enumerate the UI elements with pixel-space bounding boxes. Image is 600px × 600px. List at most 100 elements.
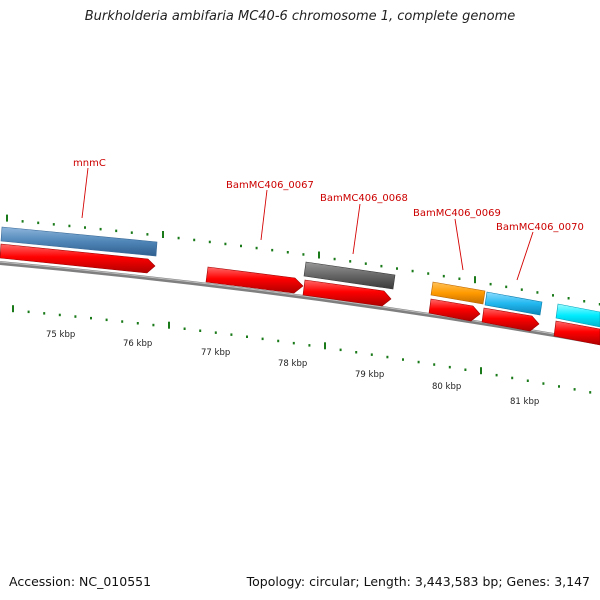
inner-ring-minor-tick <box>417 360 420 364</box>
outer-ring-minor-tick <box>458 277 461 280</box>
cds-arrow-0068 <box>302 279 392 307</box>
outer-feature-track <box>0 226 600 328</box>
outer-ring-major-tick <box>474 276 476 284</box>
inner-ring-major-tick <box>168 321 170 329</box>
callout-line-0070 <box>516 231 534 281</box>
feature-mnmC-region <box>0 226 158 257</box>
inner-ring-minor-tick <box>402 358 404 361</box>
inner-ring-minor-tick <box>526 379 529 382</box>
gene-callouts: mnmC BamMC406_0067 BamMC406_0068 BamMC40… <box>73 158 584 281</box>
inner-ring-minor-tick <box>448 365 451 369</box>
inner-ring-minor-tick <box>230 333 233 336</box>
callout-line-0069 <box>454 218 464 271</box>
outer-ring-minor-tick <box>130 231 133 234</box>
inner-ring-minor-tick <box>511 376 514 380</box>
outer-ring-major-tick <box>318 251 320 259</box>
outer-scale-ring <box>6 214 600 306</box>
map-title: Burkholderia ambifaria MC40-6 chromosome… <box>84 9 516 24</box>
cds-arrow-0069 <box>428 298 481 322</box>
inner-ring-minor-tick <box>495 373 498 377</box>
outer-ring-minor-tick <box>146 233 149 236</box>
outer-ring-minor-tick <box>240 244 242 248</box>
inner-ring-minor-tick <box>573 388 576 391</box>
inner-ring-minor-tick <box>90 316 92 320</box>
outer-ring-minor-tick <box>271 248 274 252</box>
outer-ring-minor-tick <box>333 257 336 261</box>
inner-ring-minor-tick <box>277 339 280 343</box>
outer-ring-major-tick <box>6 214 8 222</box>
outer-ring-minor-tick <box>255 246 258 250</box>
outer-ring-minor-tick <box>411 269 414 273</box>
scale-label-78: 78 kbp <box>278 359 307 369</box>
outer-ring-minor-tick <box>442 274 445 278</box>
inner-ring-major-tick <box>12 305 14 313</box>
inner-ring-minor-tick <box>370 353 373 356</box>
inner-ring-minor-tick <box>292 341 295 345</box>
outer-ring-minor-tick <box>396 267 398 270</box>
inner-ring-minor-tick <box>433 363 436 366</box>
inner-scale-ring <box>12 305 592 394</box>
inner-ring-minor-tick <box>136 322 139 325</box>
inner-ring-minor-tick <box>183 327 186 330</box>
outer-ring-minor-tick <box>567 297 570 300</box>
cds-arrow-0070 <box>481 307 540 332</box>
inner-ring-minor-tick <box>121 320 124 323</box>
scale-label-75: 75 kbp <box>46 330 75 340</box>
inner-ring-minor-tick <box>386 355 389 359</box>
cds-arrow-0067 <box>205 266 304 294</box>
cds-arrow-mnmC <box>0 243 156 274</box>
outer-ring-minor-tick <box>115 229 118 233</box>
inner-ring-minor-tick <box>199 329 202 332</box>
inner-ring-minor-tick <box>246 335 248 338</box>
scale-labels: 75 kbp 76 kbp 77 kbp 78 kbp 79 kbp 80 kb… <box>46 330 539 407</box>
outer-ring-major-tick <box>162 231 164 238</box>
inner-ring-minor-tick <box>43 312 46 315</box>
inner-ring-minor-tick <box>558 385 560 388</box>
outer-ring-minor-tick <box>99 227 102 231</box>
outer-ring-minor-tick <box>224 242 227 246</box>
feature-0068-region <box>303 261 396 290</box>
inner-ring-minor-tick <box>152 323 155 327</box>
inner-ring-minor-tick <box>27 310 30 314</box>
feature-next-region <box>555 303 600 328</box>
outer-ring-minor-tick <box>68 224 71 228</box>
feature-0069-region <box>430 281 486 305</box>
genome-summary-text: Topology: circular; Length: 3,443,583 bp… <box>246 574 590 589</box>
outer-ring-minor-tick <box>302 253 305 256</box>
gene-label-0067: BamMC406_0067 <box>226 180 314 191</box>
inner-ring-minor-tick <box>589 391 592 394</box>
inner-ring-minor-tick <box>74 315 77 318</box>
outer-ring-minor-tick <box>21 220 24 223</box>
inner-ring-minor-tick <box>339 348 342 352</box>
outer-ring-minor-tick <box>380 264 383 268</box>
outer-ring-minor-tick <box>536 291 539 294</box>
callout-line-0067 <box>260 189 268 241</box>
cds-arrow-next <box>553 320 600 346</box>
outer-ring-minor-tick <box>84 226 86 229</box>
outer-ring-minor-tick <box>489 282 492 286</box>
scale-label-81: 81 kbp <box>510 397 539 407</box>
outer-ring-minor-tick <box>505 285 508 289</box>
outer-ring-minor-tick <box>552 294 554 297</box>
inner-ring-minor-tick <box>464 368 467 371</box>
outer-ring-minor-tick <box>193 238 196 242</box>
outer-ring-minor-tick <box>52 223 55 226</box>
outer-ring-minor-tick <box>427 272 430 275</box>
inner-ring-minor-tick <box>355 351 358 354</box>
inner-ring-major-tick <box>324 342 326 350</box>
scale-label-77: 77 kbp <box>201 348 230 358</box>
cds-track <box>0 243 600 346</box>
gene-label-0070: BamMC406_0070 <box>496 222 584 233</box>
inner-ring-minor-tick <box>58 313 61 317</box>
outer-ring-minor-tick <box>349 260 352 263</box>
outer-ring-minor-tick <box>177 236 180 240</box>
callout-line-0068 <box>352 203 361 255</box>
outer-ring-minor-tick <box>286 251 289 254</box>
inner-ring-minor-tick <box>308 344 311 347</box>
inner-ring-minor-tick <box>105 318 108 322</box>
outer-ring-minor-tick <box>37 221 40 225</box>
scale-label-80: 80 kbp <box>432 382 461 392</box>
outer-ring-minor-tick <box>364 262 367 265</box>
scale-label-79: 79 kbp <box>355 370 384 380</box>
